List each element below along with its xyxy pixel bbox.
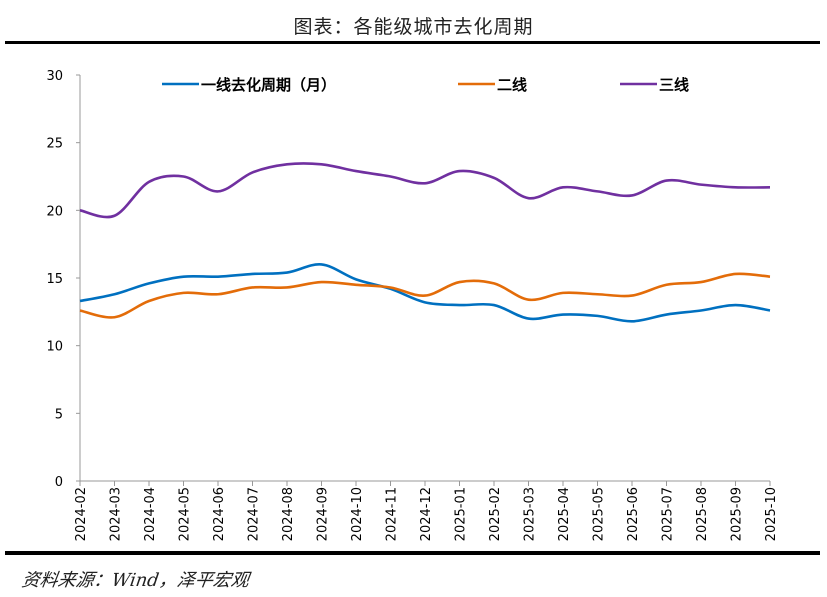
x-tick-label: 2024-05 <box>178 487 193 541</box>
x-tick-label: 2024-07 <box>247 487 262 541</box>
bottom-divider <box>5 551 820 555</box>
x-tick-label: 2024-10 <box>350 487 365 541</box>
y-tick-label: 10 <box>46 340 63 355</box>
series-line-2 <box>79 162 771 219</box>
y-tick-label: 5 <box>55 407 63 422</box>
source-note: 资料来源：Wind，泽平宏观 <box>20 570 251 591</box>
title-divider <box>5 41 820 44</box>
series-line-1 <box>79 272 771 319</box>
x-tick-label: 2025-06 <box>626 487 641 541</box>
series-line-0 <box>79 263 771 323</box>
y-tick-label: 0 <box>55 475 63 490</box>
x-tick-label: 2024-06 <box>212 487 227 541</box>
legend-label-2: 三线 <box>659 76 689 94</box>
legend-label-1: 二线 <box>497 76 527 94</box>
x-tick-label: 2025-08 <box>695 487 710 541</box>
x-tick-label: 2025-02 <box>488 487 503 541</box>
x-tick-label: 2025-07 <box>661 487 676 541</box>
x-tick-label: 2024-12 <box>419 487 434 541</box>
chart-title: 图表：各能级城市去化周期 <box>293 16 534 38</box>
x-tick-label: 2025-01 <box>454 487 469 541</box>
x-tick-label: 2025-09 <box>730 487 745 541</box>
x-tick-label: 2024-03 <box>109 487 124 541</box>
y-tick-label: 20 <box>46 204 63 219</box>
legend-label-0: 一线去化周期（月） <box>201 76 336 94</box>
x-tick-label: 2025-03 <box>523 487 538 541</box>
x-tick-label: 2024-08 <box>281 487 296 541</box>
y-tick-label: 30 <box>46 69 63 84</box>
y-tick-label: 25 <box>46 137 63 152</box>
x-tick-label: 2025-04 <box>557 487 572 541</box>
x-tick-label: 2024-09 <box>316 487 331 541</box>
x-tick-label: 2024-04 <box>143 487 158 541</box>
y-tick-label: 15 <box>46 272 63 287</box>
x-tick-label: 2024-11 <box>385 487 400 541</box>
x-tick-label: 2025-10 <box>764 487 779 541</box>
x-tick-label: 2025-05 <box>592 487 607 541</box>
x-tick-label: 2024-02 <box>74 487 89 541</box>
